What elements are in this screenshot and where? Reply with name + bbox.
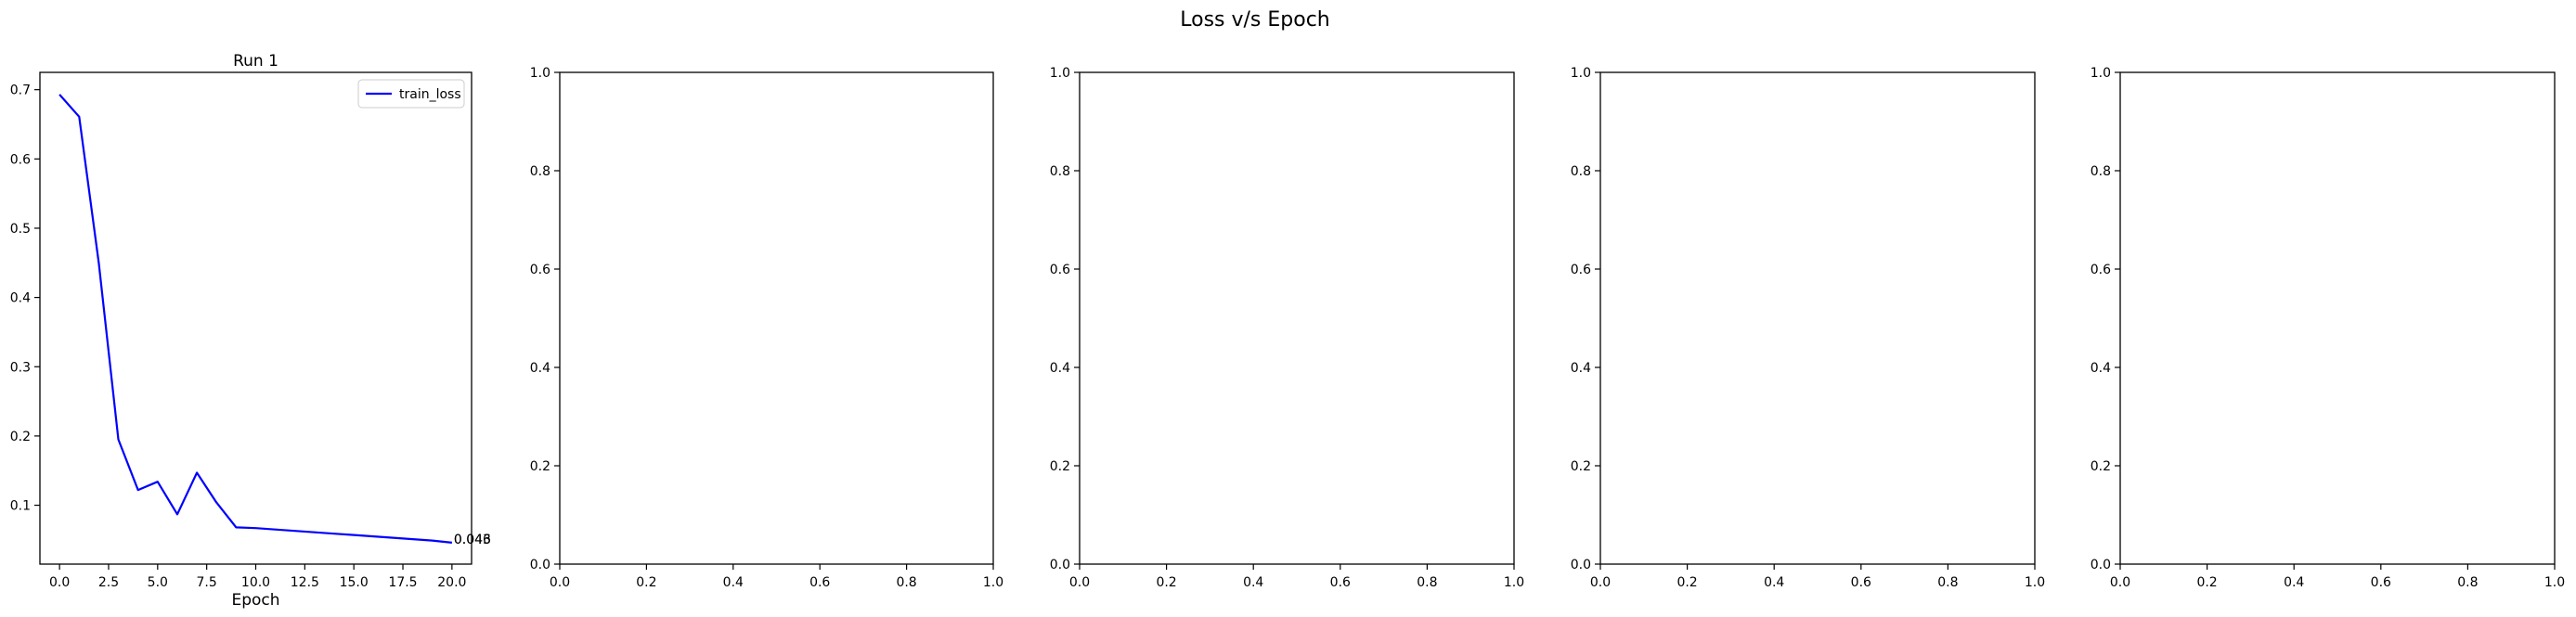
- y-tick-label: 0.6: [1050, 263, 1070, 277]
- y-tick-label: 0.6: [1571, 263, 1591, 277]
- x-tick-label: 0.8: [2457, 575, 2478, 590]
- x-tick-label: 0.0: [1590, 575, 1611, 590]
- x-tick-label: 5.0: [148, 575, 168, 590]
- x-tick-label: 2.5: [98, 575, 119, 590]
- y-tick-label: 0.6: [530, 263, 550, 277]
- x-tick-label: 0.4: [1764, 575, 1784, 590]
- x-tick-label: 0.6: [1330, 575, 1351, 590]
- x-tick-label: 20.0: [437, 575, 466, 590]
- x-tick-label: 0.0: [49, 575, 70, 590]
- x-tick-label: 0.4: [723, 575, 744, 590]
- y-tick-label: 0.4: [1571, 361, 1591, 376]
- x-tick-label: 0.4: [2284, 575, 2304, 590]
- x-tick-label: 1.0: [2025, 575, 2045, 590]
- axes-container: 0.0 2.5 5.0 7.5 10.0 12.5 15.0 17.5 20.00.10.20.…: [10, 52, 2565, 610]
- y-tick-label: 0.8: [2091, 164, 2111, 179]
- series-line-1: [58, 94, 453, 544]
- y-tick-label: 0.1: [10, 499, 31, 514]
- y-tick-label: 0.8: [530, 164, 550, 179]
- x-tick-label: 0.2: [1156, 575, 1176, 590]
- y-tick-label: 0.2: [1571, 459, 1591, 474]
- x-tick-label: 0.8: [1937, 575, 1958, 590]
- y-tick-label: 1.0: [530, 66, 550, 81]
- axes-frame: [559, 71, 994, 565]
- x-tick-label: 0.2: [1676, 575, 1697, 590]
- y-tick-label: 0.3: [10, 360, 31, 375]
- axes-frame: [1079, 71, 1515, 565]
- x-tick-label: 0.0: [1069, 575, 1090, 590]
- x-tick-label: 0.2: [2196, 575, 2217, 590]
- x-tick-label: 0.0: [550, 575, 570, 590]
- y-tick-label: 0.8: [1050, 164, 1070, 179]
- y-tick-label: 0.2: [1050, 459, 1070, 474]
- x-tick-label: 0.2: [636, 575, 656, 590]
- subplot-4: 0.0 0.2 0.4 0.6 0.8 1.0 0.0 0.2 0.4 0.6 0.8 1.0: [1571, 66, 2045, 590]
- subplot-title: Run 1: [233, 52, 278, 71]
- x-tick-label: 0.6: [2371, 575, 2391, 590]
- x-tick-label: 0.6: [809, 575, 830, 590]
- y-tick-label: 1.0: [1050, 66, 1070, 81]
- y-tick-label: 1.0: [2091, 66, 2111, 81]
- y-tick-label: 0.6: [2091, 263, 2111, 277]
- x-tick-label: 1.0: [2544, 575, 2565, 590]
- y-tick-label: 0.0: [1571, 558, 1591, 572]
- legend: train_loss: [357, 79, 465, 109]
- x-tick-label: 12.5: [291, 575, 319, 590]
- x-tick-label: 15.0: [340, 575, 369, 590]
- axes-frame: [2119, 71, 2556, 565]
- y-tick-label: 0.7: [10, 84, 31, 98]
- x-tick-label: 0.8: [1417, 575, 1437, 590]
- y-tick-label: 0.2: [2091, 459, 2111, 474]
- end-value-label: 0.043: [454, 533, 491, 547]
- y-tick-label: 0.6: [10, 152, 31, 167]
- subplot-2: 0.0 0.2 0.4 0.6 0.8 1.0 0.0 0.2 0.4 0.6 0.8 1.0: [530, 66, 1003, 590]
- subplot-5: 0.0 0.2 0.4 0.6 0.8 1.0 0.0 0.2 0.4 0.6 0.8 1.0: [2091, 66, 2565, 590]
- legend-label: train_loss: [399, 87, 461, 102]
- y-tick-label: 0.2: [530, 459, 550, 474]
- y-tick-label: 0.0: [2091, 558, 2111, 572]
- x-tick-label: 10.0: [241, 575, 270, 590]
- x-tick-label: 0.4: [1243, 575, 1263, 590]
- y-tick-label: 0.0: [530, 558, 550, 572]
- y-tick-label: 0.5: [10, 222, 31, 237]
- x-tick-label: 0.6: [1851, 575, 1871, 590]
- x-tick-label: 0.8: [896, 575, 916, 590]
- x-axis-label: Epoch: [231, 591, 279, 610]
- subplot-3: 0.0 0.2 0.4 0.6 0.8 1.0 0.0 0.2 0.4 0.6 0.8 1.0: [1050, 66, 1524, 590]
- x-tick-label: 17.5: [388, 575, 417, 590]
- x-tick-label: 7.5: [197, 575, 217, 590]
- y-tick-label: 0.4: [2091, 361, 2111, 376]
- y-tick-label: 0.4: [530, 361, 550, 376]
- y-tick-label: 0.4: [10, 291, 31, 306]
- figure-title: Loss v/s Epoch: [1180, 8, 1330, 32]
- y-tick-label: 0.4: [1050, 361, 1070, 376]
- y-tick-label: 0.2: [10, 430, 31, 444]
- x-tick-label: 1.0: [983, 575, 1003, 590]
- x-tick-label: 0.0: [2110, 575, 2130, 590]
- y-tick-label: 0.8: [1571, 164, 1591, 179]
- end-value-label: 0.046: [454, 533, 491, 547]
- x-tick-label: 1.0: [1504, 575, 1524, 590]
- legend-box: [357, 79, 465, 109]
- y-tick-label: 1.0: [1571, 66, 1591, 81]
- subplot-1: 0.0 2.5 5.0 7.5 10.0 12.5 15.0 17.5 20.0 0.1 0.2 0.…: [10, 52, 491, 610]
- y-tick-label: 0.0: [1050, 558, 1070, 572]
- axes-frame: [1599, 71, 2036, 565]
